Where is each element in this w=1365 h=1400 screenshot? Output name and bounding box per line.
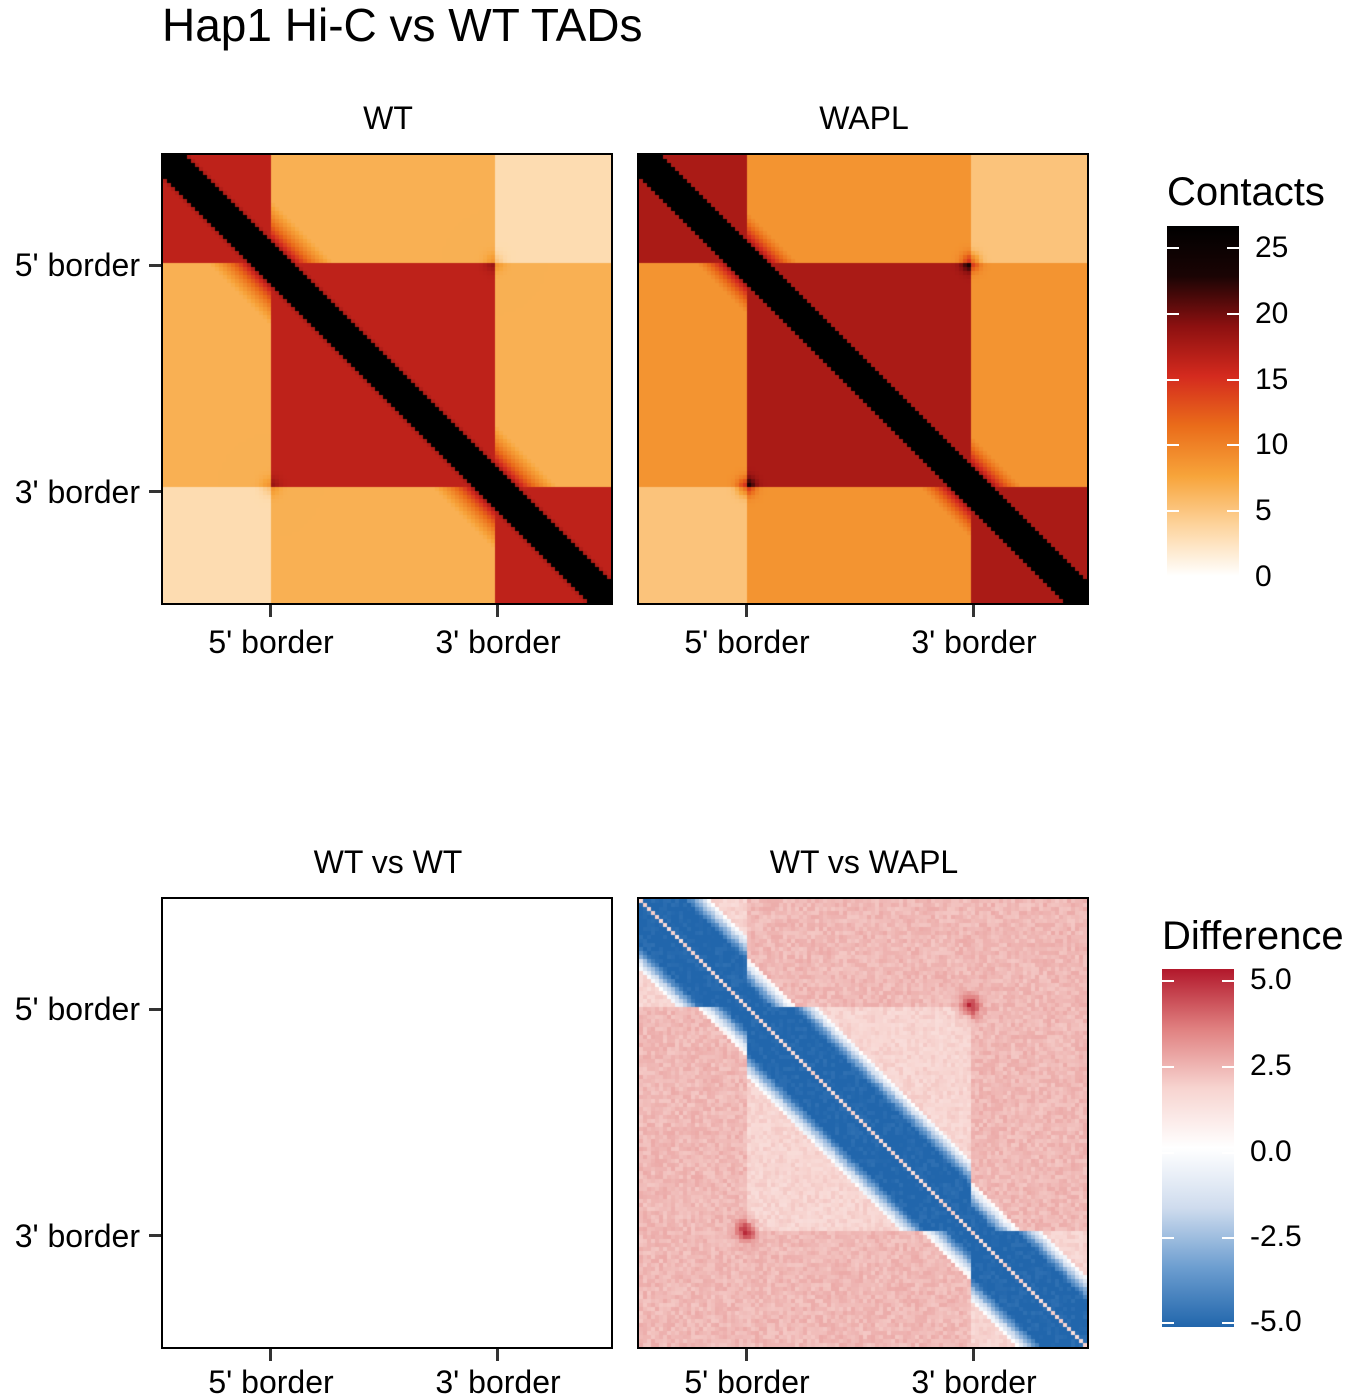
x-tick-label-3-border: 3' border — [911, 1364, 1037, 1400]
colorbar-label: 25 — [1255, 231, 1289, 264]
colorbar-tick — [1222, 1322, 1234, 1324]
colorbar-label: 0.0 — [1250, 1135, 1292, 1168]
colorbar-tick — [1162, 1152, 1174, 1154]
colorbar-tick — [1222, 1237, 1234, 1239]
y-tick-mark — [149, 264, 161, 267]
colorbar-tick — [1162, 1237, 1174, 1239]
colorbar-tick — [1222, 1066, 1234, 1068]
y-tick-mark — [149, 1008, 161, 1011]
colorbar-tick — [1227, 510, 1239, 512]
colorbar-label: 5 — [1255, 494, 1272, 527]
heatmap-panel-wt — [161, 153, 613, 605]
x-tick-label-5-border: 5' border — [684, 1364, 810, 1400]
heatmap-panel-wapl — [637, 153, 1089, 605]
x-tick-label-5-border: 5' border — [684, 624, 810, 660]
x-tick-label-3-border: 3' border — [435, 624, 561, 660]
colorbar-label: 0 — [1255, 560, 1272, 593]
y-tick-mark — [149, 490, 161, 493]
x-tick-label-3-border: 3' border — [911, 624, 1037, 660]
colorbar-label: 15 — [1255, 363, 1289, 396]
heatmap-wt — [163, 155, 611, 603]
x-tick-mark — [972, 605, 975, 617]
facet-title-wt-vs-wapl: WT vs WAPL — [769, 844, 959, 880]
colorbar-tick — [1162, 1322, 1174, 1324]
colorbar-tick — [1167, 444, 1179, 446]
colorbar-tick — [1167, 313, 1179, 315]
x-tick-label-3-border: 3' border — [435, 1364, 561, 1400]
x-tick-mark — [745, 605, 748, 617]
y-tick-mark — [149, 1234, 161, 1237]
colorbar-tick — [1167, 247, 1179, 249]
heatmap-wt-vs-wt — [163, 899, 611, 1347]
legend-title-contacts: Contacts — [1167, 170, 1325, 214]
colorbar-difference — [1162, 969, 1234, 1327]
y-tick-label-5-border-top: 5' border — [14, 247, 140, 283]
x-tick-mark — [496, 1349, 499, 1361]
legend-title-difference: Difference — [1162, 914, 1344, 958]
colorbar-label: -2.5 — [1250, 1220, 1302, 1253]
colorbar-tick — [1227, 313, 1239, 315]
heatmap-wt-vs-wapl — [639, 899, 1087, 1347]
colorbar-tick — [1167, 510, 1179, 512]
x-tick-label-5-border: 5' border — [208, 1364, 334, 1400]
y-tick-label-5-border-bottom: 5' border — [14, 991, 140, 1027]
colorbar-tick — [1222, 980, 1234, 982]
x-tick-mark — [269, 1349, 272, 1361]
colorbar-tick — [1167, 379, 1179, 381]
x-tick-mark — [269, 605, 272, 617]
colorbar-label: 5.0 — [1250, 963, 1292, 996]
x-tick-label-5-border: 5' border — [208, 624, 334, 660]
heatmap-wapl — [639, 155, 1087, 603]
x-tick-mark — [496, 605, 499, 617]
colorbar-label: 2.5 — [1250, 1049, 1292, 1082]
colorbar-label: -5.0 — [1250, 1305, 1302, 1338]
figure-title: Hap1 Hi-C vs WT TADs — [162, 0, 643, 51]
colorbar-tick — [1227, 444, 1239, 446]
facet-title-wt-vs-wt: WT vs WT — [313, 844, 463, 880]
facet-title-wt: WT — [363, 100, 413, 136]
facet-title-wapl: WAPL — [819, 100, 909, 136]
x-tick-mark — [972, 1349, 975, 1361]
colorbar-tick — [1227, 247, 1239, 249]
heatmap-panel-wt-vs-wt — [161, 897, 613, 1349]
y-tick-label-3-border-top: 3' border — [14, 474, 140, 510]
colorbar-tick — [1162, 1066, 1174, 1068]
colorbar-contacts — [1167, 226, 1239, 576]
x-tick-mark — [745, 1349, 748, 1361]
colorbar-tick — [1162, 980, 1174, 982]
colorbar-label: 10 — [1255, 428, 1289, 461]
y-tick-label-3-border-bottom: 3' border — [14, 1218, 140, 1254]
heatmap-panel-wt-vs-wapl — [637, 897, 1089, 1349]
colorbar-tick — [1222, 1152, 1234, 1154]
colorbar-label: 20 — [1255, 297, 1289, 330]
colorbar-tick — [1227, 379, 1239, 381]
